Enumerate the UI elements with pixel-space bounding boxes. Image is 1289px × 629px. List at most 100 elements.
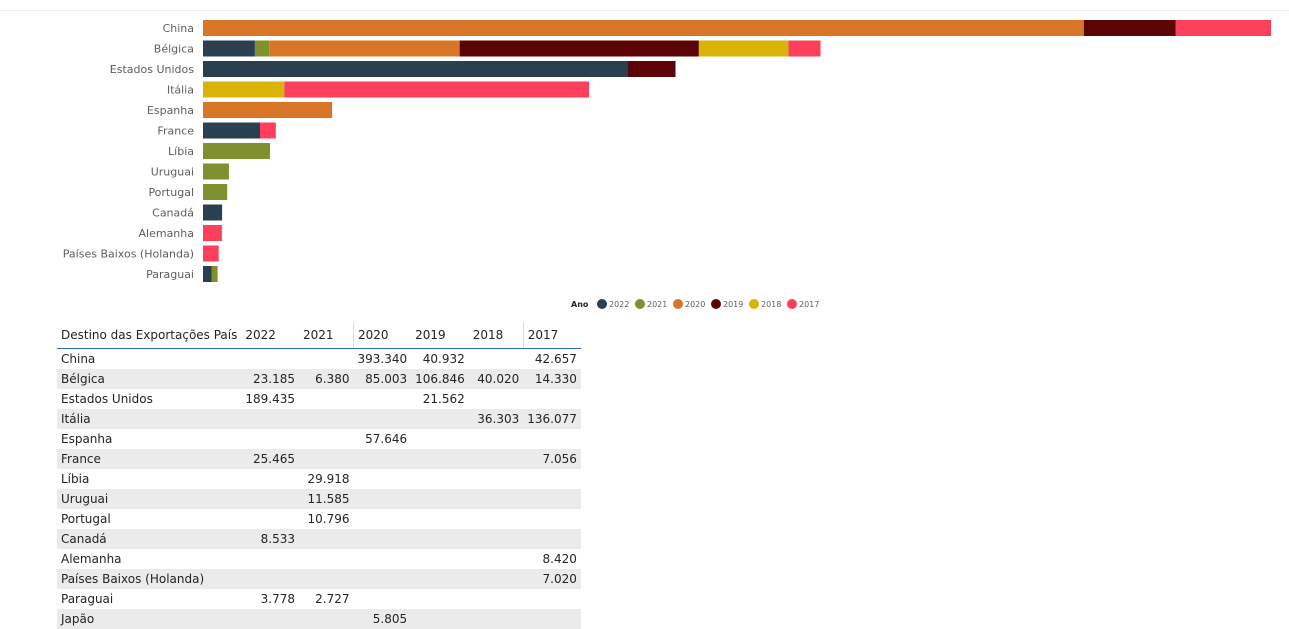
row-value xyxy=(411,429,469,449)
column-header-year[interactable]: 2021 xyxy=(299,322,354,349)
column-header-year[interactable]: 2017 xyxy=(523,322,581,349)
bar-segment[interactable] xyxy=(627,61,675,77)
bar-segment[interactable] xyxy=(203,20,1084,36)
row-country: Líbia xyxy=(57,469,241,489)
row-value: 8.533 xyxy=(241,529,299,549)
row-country: China xyxy=(57,349,241,370)
bar-segment[interactable] xyxy=(203,123,260,139)
row-value xyxy=(411,449,469,469)
bar-segment[interactable] xyxy=(203,225,222,241)
row-value: 2.727 xyxy=(299,589,354,609)
bar-segment[interactable] xyxy=(203,164,229,180)
row-value xyxy=(241,509,299,529)
row-value xyxy=(354,589,412,609)
bar-segment[interactable] xyxy=(1084,20,1176,36)
column-header-destination[interactable]: Destino das Exportações País xyxy=(57,322,241,349)
row-value xyxy=(241,349,299,370)
bar-segment[interactable] xyxy=(203,41,255,57)
bar-segment[interactable] xyxy=(203,246,219,262)
bar-segment[interactable] xyxy=(203,61,627,77)
row-value: 40.932 xyxy=(411,349,469,370)
bar-segment[interactable] xyxy=(203,266,212,282)
legend-label[interactable]: 2018 xyxy=(761,300,781,309)
bar-segment[interactable] xyxy=(203,205,222,221)
row-value xyxy=(299,389,354,409)
column-header-year[interactable]: 2018 xyxy=(469,322,524,349)
row-value xyxy=(523,509,581,529)
row-value xyxy=(299,349,354,370)
category-label: Espanha xyxy=(147,104,194,117)
row-value xyxy=(354,489,412,509)
column-header-year[interactable]: 2019 xyxy=(411,322,469,349)
row-value xyxy=(354,389,412,409)
row-value xyxy=(411,529,469,549)
row-country: Japão xyxy=(57,609,241,629)
bar-segment[interactable] xyxy=(255,41,269,57)
row-value xyxy=(354,529,412,549)
row-value xyxy=(299,529,354,549)
legend-marker xyxy=(635,299,645,309)
row-value xyxy=(411,489,469,509)
row-country: France xyxy=(57,449,241,469)
column-header-year[interactable]: 2022 xyxy=(241,322,299,349)
legend-label[interactable]: 2021 xyxy=(647,300,667,309)
row-value: 85.003 xyxy=(354,369,412,389)
bar-segment[interactable] xyxy=(203,143,270,159)
row-value: 29.918 xyxy=(299,469,354,489)
row-value xyxy=(469,429,524,449)
row-value xyxy=(299,429,354,449)
row-value xyxy=(523,429,581,449)
legend-label[interactable]: 2019 xyxy=(723,300,743,309)
row-value xyxy=(299,409,354,429)
bar-segment[interactable] xyxy=(212,266,218,282)
legend-label[interactable]: 2020 xyxy=(685,300,705,309)
legend-label[interactable]: 2017 xyxy=(799,300,819,309)
row-value xyxy=(411,589,469,609)
bar-segment[interactable] xyxy=(260,123,276,139)
bar-segment[interactable] xyxy=(460,41,699,57)
bar-segment[interactable] xyxy=(203,184,227,200)
table-row[interactable]: Líbia 29.918 xyxy=(57,469,581,489)
row-value: 6.380 xyxy=(299,369,354,389)
column-header-year[interactable]: 2020 xyxy=(354,322,412,349)
row-country: Uruguai xyxy=(57,489,241,509)
category-label: Países Baixos (Holanda) xyxy=(63,248,194,261)
bar-segment[interactable] xyxy=(284,82,589,98)
row-value xyxy=(469,469,524,489)
legend-label[interactable]: 2022 xyxy=(609,300,629,309)
bar-segment[interactable] xyxy=(699,41,789,57)
bar-segment[interactable] xyxy=(788,41,820,57)
bar-segment[interactable] xyxy=(269,41,459,57)
row-value xyxy=(299,569,354,589)
row-value: 7.056 xyxy=(523,449,581,469)
row-value: 393.340 xyxy=(354,349,412,370)
row-value xyxy=(241,549,299,569)
row-value xyxy=(411,569,469,589)
row-value: 189.435 xyxy=(241,389,299,409)
row-value: 7.020 xyxy=(523,569,581,589)
row-value xyxy=(469,489,524,509)
bar-segment[interactable] xyxy=(203,102,332,118)
bar-segment[interactable] xyxy=(1176,20,1272,36)
row-value xyxy=(523,609,581,629)
row-value xyxy=(523,389,581,409)
table-row[interactable]: Países Baixos (Holanda)7.020 xyxy=(57,569,581,589)
row-country: Espanha xyxy=(57,429,241,449)
bar-segment[interactable] xyxy=(203,82,284,98)
row-value xyxy=(241,569,299,589)
